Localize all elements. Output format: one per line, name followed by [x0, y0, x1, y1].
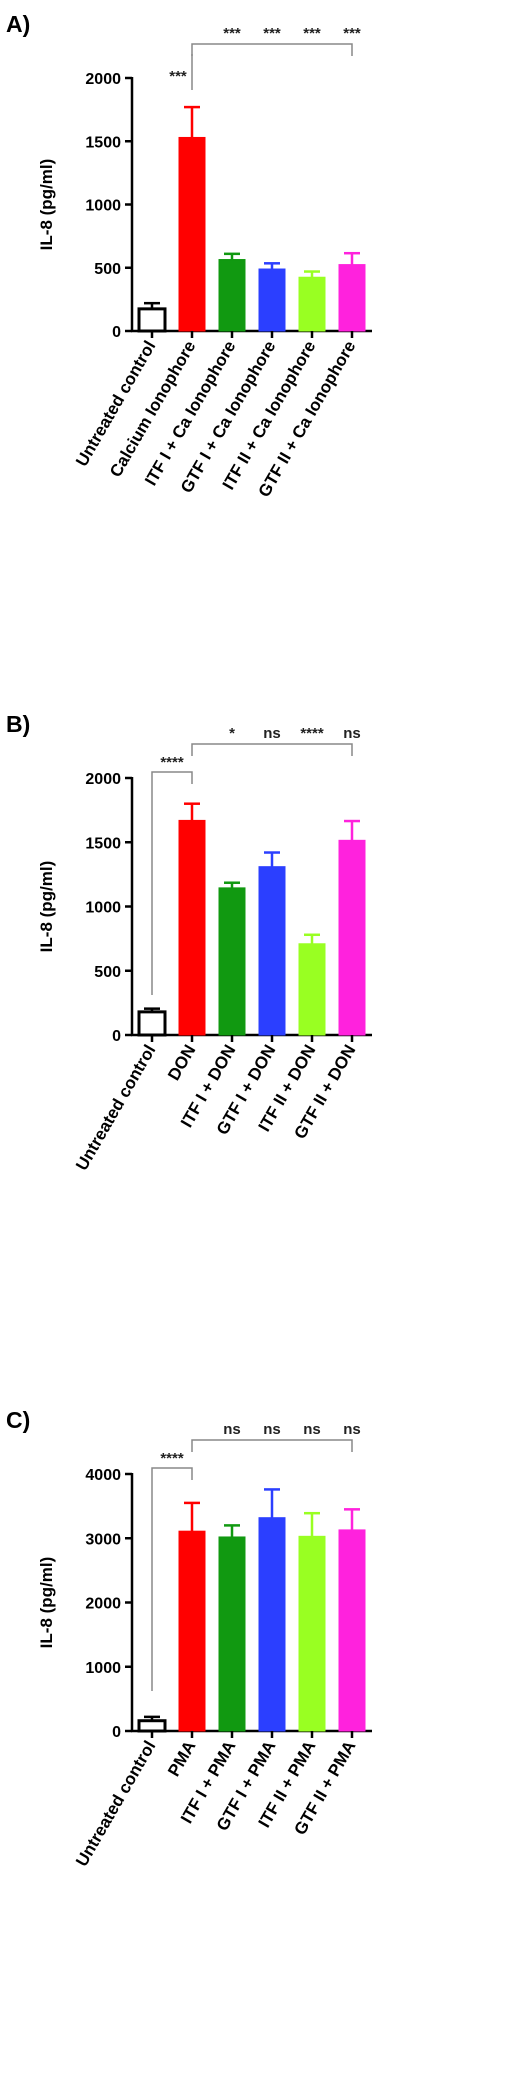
- y-tick-label: 500: [94, 261, 121, 278]
- significance-label: ***: [169, 68, 187, 85]
- bar: [298, 276, 326, 332]
- bar: [338, 264, 366, 332]
- y-tick-label: 3000: [85, 1531, 121, 1548]
- x-tick-label: Untreated control: [72, 1738, 159, 1870]
- significance-bracket: [151, 1467, 193, 1691]
- y-axis-label: IL-8 (pg/ml): [37, 1557, 56, 1649]
- y-tick-label: 1000: [85, 900, 121, 917]
- chart-panel-3: C) IL-8 (pg/ml) 0 1000 2000 3000 4000 Untreated…: [6, 1407, 372, 1870]
- bar: [338, 839, 366, 1036]
- x-tick-label: Untreated control: [72, 1042, 159, 1174]
- significance-label: ns: [263, 725, 281, 742]
- bar: [218, 259, 246, 332]
- y-tick-label: 1500: [85, 835, 121, 852]
- bar: [298, 943, 326, 1036]
- significance-label: ns: [343, 725, 361, 742]
- bar: [137, 1010, 167, 1037]
- significance-label: ns: [343, 1421, 361, 1438]
- y-tick-label: 1000: [85, 1660, 121, 1677]
- significance-bracket: [151, 771, 193, 995]
- bar: [218, 887, 246, 1036]
- significance-label: ***: [263, 25, 281, 42]
- y-tick-label: 2000: [85, 771, 121, 788]
- significance-bracket: [191, 1439, 353, 1452]
- bar: [338, 1529, 366, 1732]
- x-tick-label: DON: [164, 1042, 199, 1084]
- significance-label: ns: [223, 1421, 241, 1438]
- y-tick-label: 2000: [85, 1596, 121, 1613]
- significance-label: ****: [300, 725, 324, 742]
- y-tick-label: 1500: [85, 134, 121, 151]
- significance-label: *: [229, 725, 235, 742]
- chart-panel-1: A)IL-8 (pg/ml)0500100015002000Untreated …: [6, 11, 372, 500]
- bar: [298, 1535, 326, 1732]
- panel-label: C): [6, 1407, 30, 1433]
- panel-label: A): [6, 11, 30, 37]
- y-tick-label: 0: [112, 1724, 121, 1741]
- panel-label: B): [6, 711, 30, 737]
- bar: [258, 268, 286, 332]
- bar: [178, 1530, 206, 1732]
- significance-label: ***: [303, 25, 321, 42]
- significance-label: ***: [343, 25, 361, 42]
- bar: [258, 866, 286, 1036]
- bar: [258, 1517, 286, 1732]
- significance-label: ****: [160, 1450, 184, 1467]
- bar: [178, 819, 206, 1036]
- significance-bracket: [191, 743, 353, 756]
- y-tick-label: 1000: [85, 198, 121, 215]
- chart-panel-2: B) IL-8 (pg/ml) 0 500 1000 1500 2000 Untreated …: [6, 711, 372, 1174]
- significance-label: ns: [303, 1421, 321, 1438]
- y-tick-label: 4000: [85, 1467, 121, 1484]
- bar: [178, 136, 206, 332]
- bar: [137, 1719, 167, 1733]
- significance-label: ns: [263, 1421, 281, 1438]
- y-tick-label: 2000: [85, 71, 121, 88]
- y-tick-label: 500: [94, 964, 121, 981]
- y-axis-label: IL-8 (pg/ml): [37, 159, 56, 251]
- bar: [218, 1536, 246, 1732]
- y-axis-label: IL-8 (pg/ml): [37, 861, 56, 953]
- significance-label: ***: [223, 25, 241, 42]
- y-tick-label: 0: [112, 1028, 121, 1045]
- significance-label: ****: [160, 754, 184, 771]
- bar: [137, 307, 167, 333]
- y-tick-label: 0: [112, 324, 121, 341]
- significance-bracket: [191, 43, 353, 56]
- x-tick-label: PMA: [164, 1738, 199, 1780]
